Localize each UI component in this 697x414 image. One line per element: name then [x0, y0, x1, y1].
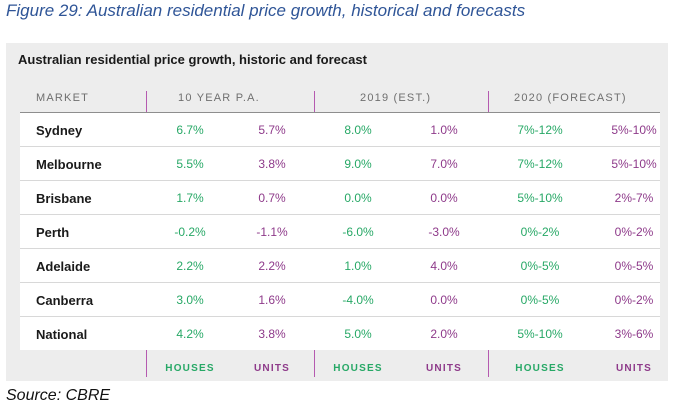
table-row: Canberra 3.0% 1.6% -4.0% 0.0% 0%-5% 0%-2% [20, 283, 660, 317]
market-name: Melbourne [36, 157, 102, 172]
houses-value: 1.7% [176, 191, 204, 205]
market-name: Canberra [36, 293, 94, 308]
table-row: National 4.2% 3.8% 5.0% 2.0% 5%-10% 3%-6% [20, 317, 660, 350]
houses-value: -0.2% [174, 225, 206, 239]
units-value: 3.8% [258, 327, 286, 341]
table-panel: Australian residential price growth, his… [6, 43, 668, 381]
houses-value: 5%-10% [517, 327, 563, 341]
units-value: 1.6% [258, 293, 286, 307]
units-value: -3.0% [428, 225, 460, 239]
source-note: Source: CBRE [6, 387, 111, 404]
units-value: 0.0% [430, 191, 458, 205]
units-value: 4.0% [430, 259, 458, 273]
market-name: Adelaide [36, 259, 91, 274]
houses-value: 3.0% [176, 293, 204, 307]
houses-value: 1.0% [344, 259, 372, 273]
footer-units-label: UNITS [426, 363, 462, 374]
market-name: National [36, 327, 88, 342]
header-10-year: 10 YEAR P.A. [178, 92, 260, 104]
header-row: MARKET 10 YEAR P.A. 2019 (EST.) 2020 (FO… [20, 86, 660, 113]
units-value: 0.7% [258, 191, 286, 205]
footer-houses-label: HOUSES [333, 363, 383, 374]
market-name: Sydney [36, 123, 83, 138]
units-value: -1.1% [256, 225, 288, 239]
market-name: Brisbane [36, 191, 92, 206]
units-value: 2%-7% [614, 191, 654, 205]
footer-houses-label: HOUSES [515, 363, 565, 374]
houses-value: 7%-12% [517, 123, 563, 137]
units-value: 2.2% [258, 259, 286, 273]
houses-value: 7%-12% [517, 157, 563, 171]
market-name: Perth [36, 225, 70, 240]
houses-value: -4.0% [342, 293, 374, 307]
units-value: 0%-2% [614, 225, 654, 239]
houses-value: 9.0% [344, 157, 372, 171]
houses-value: 5%-10% [517, 191, 563, 205]
table-row: Brisbane 1.7% 0.7% 0.0% 0.0% 5%-10% 2%-7% [20, 181, 660, 215]
units-value: 1.0% [430, 123, 458, 137]
footer-units-label: UNITS [616, 363, 652, 374]
table-title: Australian residential price growth, his… [18, 52, 367, 67]
houses-value: 5.0% [344, 327, 372, 341]
units-value: 5%-10% [611, 157, 657, 171]
table-row: Sydney 6.7% 5.7% 8.0% 1.0% 7%-12% 5%-10% [20, 113, 660, 147]
footer-units-label: UNITS [254, 363, 290, 374]
price-growth-table: MARKET 10 YEAR P.A. 2019 (EST.) 2020 (FO… [20, 86, 660, 350]
houses-value: -6.0% [342, 225, 374, 239]
table-row: Adelaide 2.2% 2.2% 1.0% 4.0% 0%-5% 0%-5% [20, 249, 660, 283]
units-value: 3.8% [258, 157, 286, 171]
houses-value: 0.0% [344, 191, 372, 205]
units-value: 0.0% [430, 293, 458, 307]
houses-value: 0%-5% [520, 259, 560, 273]
figure-caption: Figure 29: Australian residential price … [6, 1, 526, 20]
units-value: 5%-10% [611, 123, 657, 137]
header-market: MARKET [36, 92, 90, 104]
houses-value: 0%-5% [520, 293, 560, 307]
units-value: 3%-6% [614, 327, 654, 341]
footer-houses-label: HOUSES [165, 363, 215, 374]
houses-value: 2.2% [176, 259, 204, 273]
header-2019: 2019 (EST.) [360, 92, 432, 104]
units-value: 0%-5% [614, 259, 654, 273]
houses-value: 6.7% [176, 123, 204, 137]
units-value: 5.7% [258, 123, 286, 137]
houses-value: 0%-2% [520, 225, 560, 239]
houses-value: 8.0% [344, 123, 372, 137]
table-row: Perth -0.2% -1.1% -6.0% -3.0% 0%-2% 0%-2% [20, 215, 660, 249]
units-value: 0%-2% [614, 293, 654, 307]
header-2020: 2020 (FORECAST) [514, 92, 627, 104]
houses-value: 4.2% [176, 327, 204, 341]
units-value: 2.0% [430, 327, 458, 341]
houses-value: 5.5% [176, 157, 204, 171]
units-value: 7.0% [430, 157, 458, 171]
table-row: Melbourne 5.5% 3.8% 9.0% 7.0% 7%-12% 5%-10% [20, 147, 660, 181]
